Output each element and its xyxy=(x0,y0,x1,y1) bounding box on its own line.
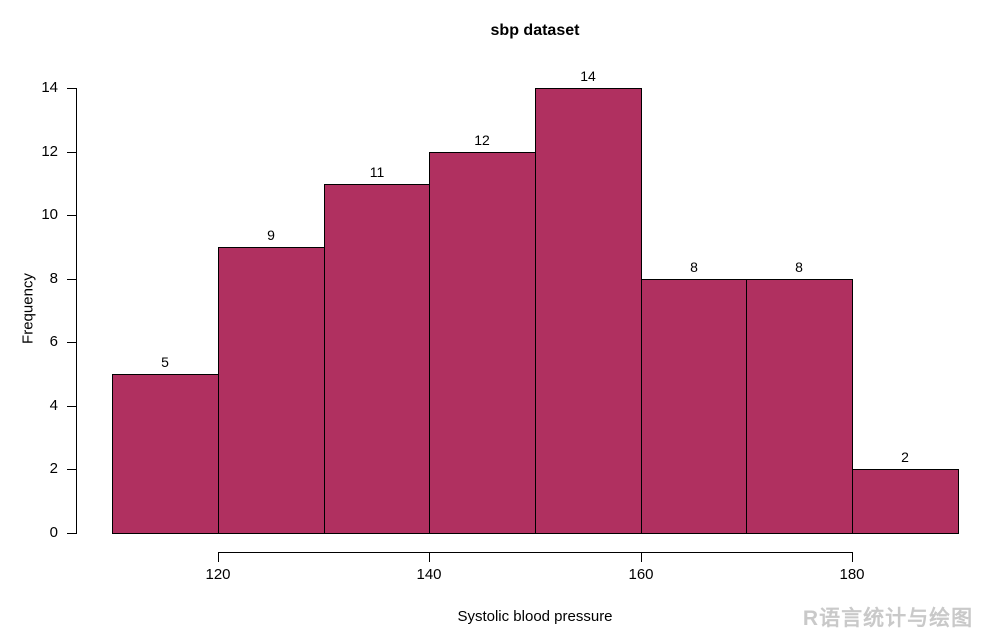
y-axis-tick xyxy=(67,215,77,216)
histogram-bar xyxy=(112,374,219,534)
chart-title: sbp dataset xyxy=(490,22,580,39)
x-axis-tick xyxy=(218,552,219,562)
x-axis-line xyxy=(218,552,853,553)
y-tick-label: 8 xyxy=(49,270,58,287)
bar-value-label: 5 xyxy=(161,354,169,370)
y-axis-tick xyxy=(67,342,77,343)
y-axis-tick xyxy=(67,279,77,280)
y-axis-line xyxy=(76,88,77,534)
bar-value-label: 12 xyxy=(474,132,490,148)
y-tick-label: 14 xyxy=(41,79,58,96)
y-tick-label: 4 xyxy=(49,397,58,414)
y-axis-tick xyxy=(67,469,77,470)
histogram-bar xyxy=(746,279,853,534)
bar-value-label: 9 xyxy=(267,227,275,243)
bar-value-label: 2 xyxy=(901,449,909,465)
bar-value-label: 11 xyxy=(369,164,385,180)
x-axis-tick xyxy=(429,552,430,562)
y-tick-label: 12 xyxy=(41,143,58,160)
y-tick-label: 6 xyxy=(49,333,58,350)
histogram-bar xyxy=(852,469,959,534)
watermark-text: R语言统计与绘图 xyxy=(802,607,974,630)
x-tick-label: 180 xyxy=(839,566,865,583)
x-tick-label: 120 xyxy=(205,566,231,583)
bar-value-label: 14 xyxy=(580,68,596,84)
y-axis-tick xyxy=(67,533,77,534)
histogram-bar xyxy=(535,88,642,534)
y-axis-tick xyxy=(67,152,77,153)
x-tick-label: 140 xyxy=(416,566,442,583)
x-axis-title: Systolic blood pressure xyxy=(457,608,613,625)
y-tick-label: 10 xyxy=(41,206,58,223)
y-axis-tick xyxy=(67,88,77,89)
bar-value-label: 8 xyxy=(690,259,698,275)
histogram-bar xyxy=(218,247,325,534)
y-tick-label: 2 xyxy=(49,460,58,477)
histogram-bar xyxy=(324,184,431,534)
y-axis-title: Frequency xyxy=(19,273,37,344)
x-tick-label: 160 xyxy=(628,566,654,583)
histogram-bar xyxy=(429,152,536,534)
x-axis-tick xyxy=(852,552,853,562)
histogram-bar xyxy=(641,279,748,534)
y-tick-label: 0 xyxy=(49,524,58,541)
y-axis-tick xyxy=(67,406,77,407)
bar-value-label: 8 xyxy=(795,259,803,275)
x-axis-tick xyxy=(641,552,642,562)
